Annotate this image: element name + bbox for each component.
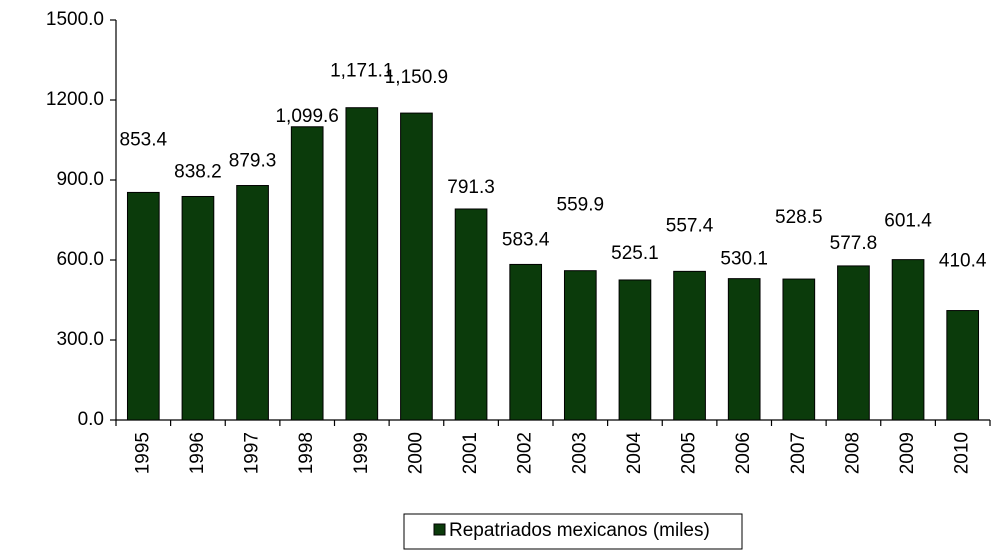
value-label: 528.5 [775,207,823,228]
value-label: 791.3 [447,177,495,198]
x-tick-label: 2002 [515,432,536,474]
x-tick-label: 2003 [569,432,590,474]
value-label: 853.4 [120,129,168,150]
value-label: 525.1 [611,243,659,264]
bar [837,265,870,421]
bar [181,195,215,421]
bar [673,270,706,421]
x-tick-label: 1998 [296,432,317,474]
y-tick-label: 900.0 [56,169,104,190]
y-tick-label: 300.0 [56,329,104,350]
value-label: 583.4 [502,229,550,250]
bar [454,208,488,421]
bar [290,126,324,421]
y-tick-label: 0.0 [78,409,104,430]
value-label: 559.9 [557,195,605,216]
value-label: 577.8 [830,233,878,254]
bar [891,259,925,421]
x-tick-label: 2004 [624,432,645,475]
legend-swatch [433,523,446,536]
value-label: 601.4 [884,211,932,232]
x-tick-label: 2005 [679,432,700,474]
legend-label: Repatriados mexicanos (miles) [449,520,710,541]
bar [618,279,652,421]
value-label: 1,171.1 [330,61,393,82]
y-tick-label: 1200.0 [46,89,104,110]
value-label: 838.2 [174,161,222,182]
value-label: 1,150.9 [385,67,448,88]
x-tick-label: 2001 [460,432,481,474]
bar [946,310,980,421]
x-tick-label: 2007 [788,432,809,474]
bar [563,270,597,421]
value-label: 879.3 [229,151,277,172]
y-tick-label: 600.0 [56,249,104,270]
bar [126,191,160,421]
x-tick-label: 1995 [132,432,153,474]
value-label: 530.1 [720,249,768,270]
x-tick-label: 2000 [405,432,426,474]
legend-box [403,513,743,550]
x-tick-label: 1996 [187,432,208,474]
bar [345,107,379,421]
value-label: 410.4 [939,251,987,272]
value-label: 557.4 [666,215,714,236]
x-tick-label: 2006 [733,432,754,474]
x-tick-label: 1997 [242,432,263,474]
bar [782,278,816,421]
x-tick-label: 2009 [897,432,918,474]
bar [727,278,761,421]
bar [509,263,543,421]
x-tick-label: 2008 [842,432,863,474]
value-label: 1,099.6 [275,106,338,127]
y-tick-label: 1500.0 [46,9,104,30]
bar [236,185,269,421]
x-tick-label: 1999 [351,432,372,474]
bar [400,112,433,421]
x-tick-label: 2010 [952,432,973,474]
